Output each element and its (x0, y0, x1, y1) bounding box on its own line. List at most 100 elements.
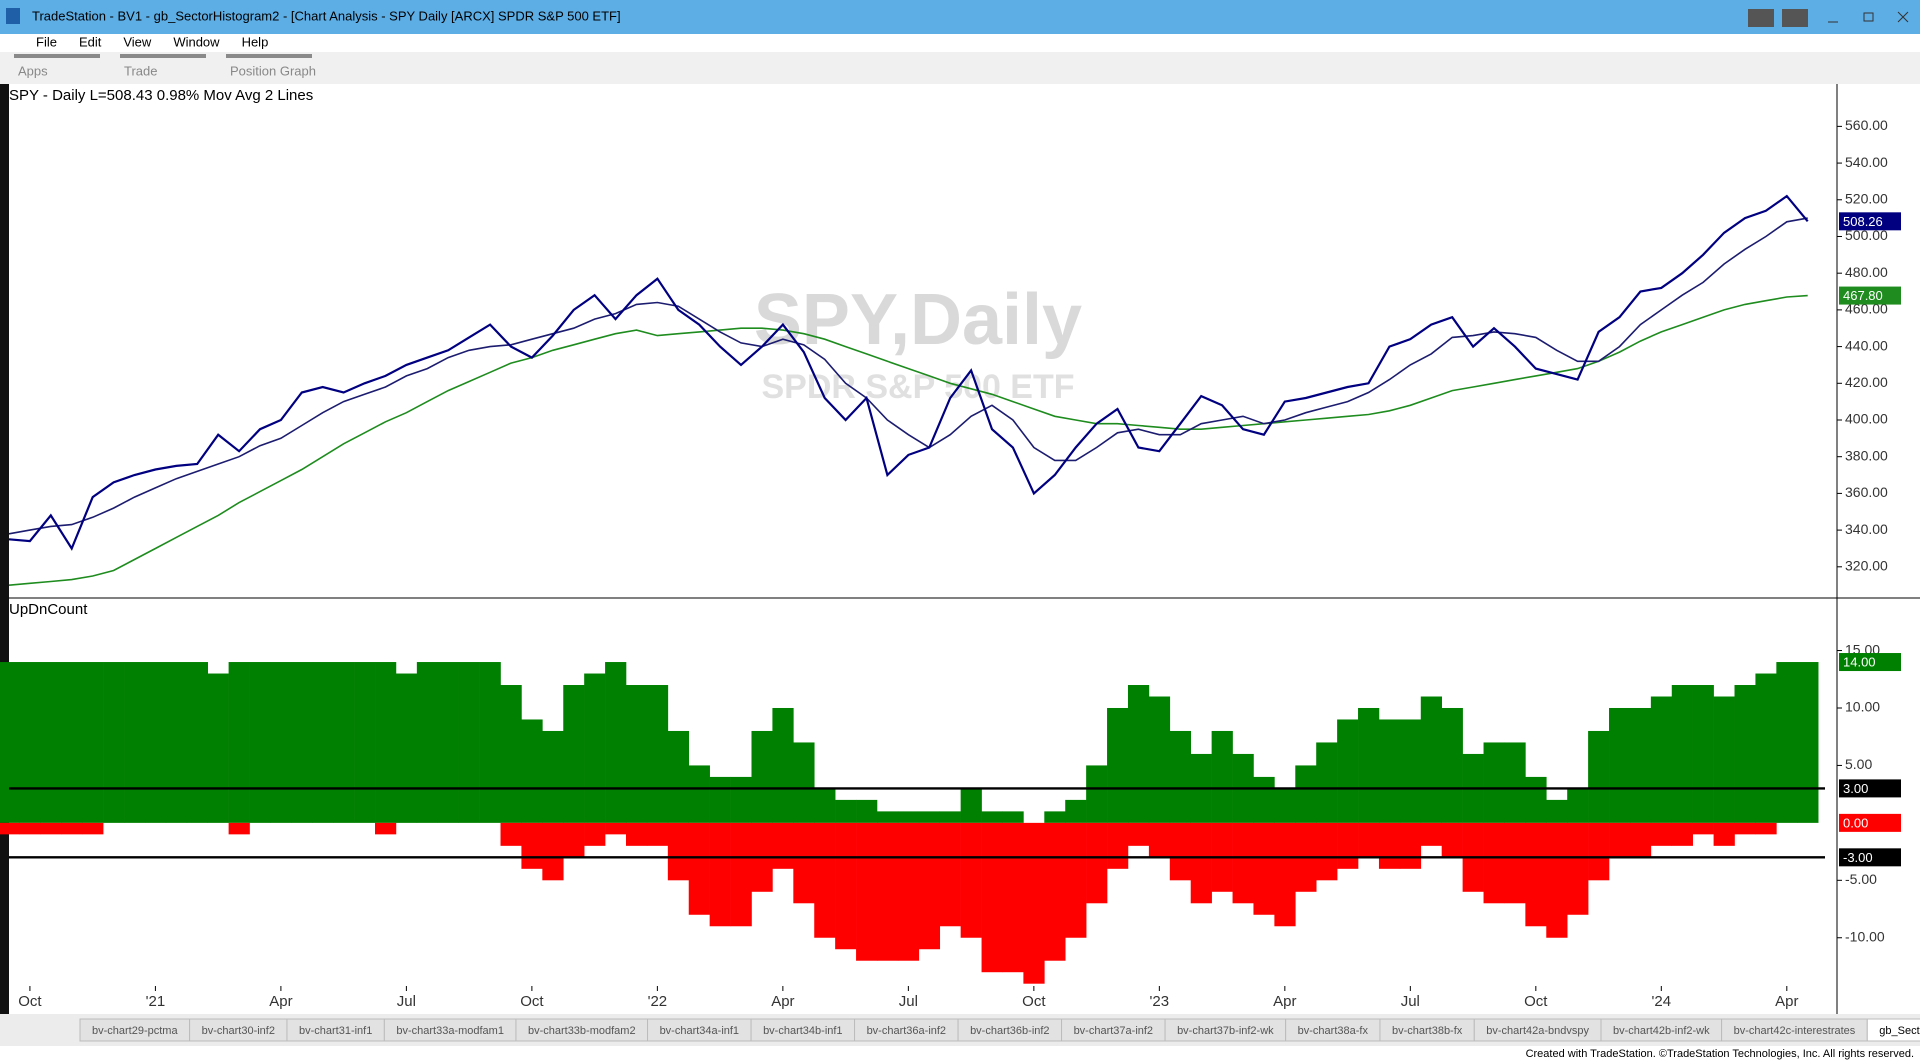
tab-label[interactable]: bv-chart36a-inf2 (867, 1025, 947, 1037)
menu-item[interactable]: View (123, 34, 152, 49)
tab-label[interactable]: bv-chart37b-inf2-wk (1177, 1025, 1274, 1037)
histogram-bar (876, 822, 899, 961)
x-tick-label: Apr (269, 993, 292, 1010)
histogram-bar (1002, 822, 1024, 973)
histogram-bar (1086, 765, 1108, 823)
histogram-bar (40, 822, 62, 835)
histogram-bar (291, 662, 313, 823)
histogram-bar (542, 822, 564, 881)
histogram-bar (1692, 822, 1714, 835)
histogram-bar (1253, 776, 1275, 823)
histogram-bar (1420, 822, 1443, 846)
tab-label[interactable]: bv-chart36b-inf2 (970, 1025, 1050, 1037)
histogram-bar (375, 822, 397, 835)
y-tick-label: 5.00 (1845, 756, 1872, 772)
histogram-bar (500, 685, 522, 823)
histogram-bar (1253, 822, 1275, 915)
histogram-bar (1399, 719, 1422, 823)
histogram-bar (1378, 719, 1401, 823)
histogram-bar (876, 811, 899, 823)
histogram-bar (1755, 673, 1777, 823)
histogram-bar (626, 685, 648, 823)
x-tick-label: '22 (648, 993, 668, 1010)
toolbar-grip (226, 54, 312, 58)
y-tick-label: 340.00 (1845, 521, 1888, 537)
restore[interactable] (1863, 12, 1874, 22)
histogram-bar (1755, 822, 1777, 835)
histogram-bar (1065, 799, 1087, 823)
reference-label: -3.00 (1843, 850, 1873, 865)
histogram-bar (0, 662, 20, 823)
histogram-bar (1295, 765, 1317, 823)
histogram-bar (1797, 662, 1819, 823)
i-button[interactable] (1782, 9, 1808, 27)
panel-title: UpDnCount (9, 601, 88, 618)
histogram-bar (1420, 696, 1443, 823)
histogram-bar (856, 799, 878, 823)
histogram-bar (1086, 822, 1108, 904)
close[interactable] (1897, 11, 1909, 23)
histogram-bar (1609, 822, 1631, 858)
tab-label[interactable]: gb_SectorHistogram (1879, 1025, 1920, 1037)
tab-label[interactable]: bv-chart29-pctma (92, 1025, 178, 1037)
tab-label[interactable]: bv-chart38a-fx (1298, 1025, 1369, 1037)
x-tick-label: Apr (1273, 993, 1296, 1010)
tab-label[interactable]: bv-chart37a-inf2 (1074, 1025, 1154, 1037)
tab-label[interactable]: bv-chart33a-modfam1 (396, 1025, 504, 1037)
histogram-bar (897, 811, 920, 823)
histogram-bar (1232, 822, 1254, 904)
y-tick-label: 460.00 (1845, 301, 1888, 317)
app-icon (6, 8, 20, 24)
histogram-bar (730, 822, 752, 927)
histogram-bar (667, 730, 690, 823)
histogram-bar (1776, 662, 1798, 823)
toolbar-item[interactable]: Position Graph (230, 63, 316, 78)
s-button[interactable] (1748, 9, 1774, 27)
tab-label[interactable]: bv-chart38b-fx (1392, 1025, 1463, 1037)
histogram-bar (1190, 822, 1212, 904)
histogram-bar (1169, 730, 1192, 823)
tab-label[interactable]: bv-chart31-inf1 (299, 1025, 372, 1037)
toolbar-item[interactable]: Apps (18, 63, 48, 78)
tab[interactable] (1866, 1018, 1920, 1042)
tab-label[interactable]: bv-chart34b-inf1 (763, 1025, 843, 1037)
histogram-bar (584, 673, 606, 823)
histogram-bar (1483, 822, 1505, 904)
x-tick-label: Apr (771, 993, 794, 1010)
tab-label[interactable]: bv-chart30-inf2 (202, 1025, 275, 1037)
histogram-bar (1588, 822, 1610, 881)
tab-label[interactable]: bv-chart34a-inf1 (660, 1025, 740, 1037)
histogram-bar (270, 662, 292, 823)
histogram-bar (103, 662, 125, 823)
x-tick-label: Oct (1524, 993, 1548, 1010)
tab-label[interactable]: bv-chart42c-interestrates (1734, 1025, 1856, 1037)
menu-item[interactable]: File (36, 34, 57, 49)
histogram-bar (1713, 822, 1735, 846)
y-tick-label: 560.00 (1845, 117, 1888, 133)
menu-item[interactable]: Edit (79, 34, 102, 49)
histogram-bar (1567, 788, 1589, 823)
toolbar-item[interactable]: Trade (124, 63, 157, 78)
histogram-bar (667, 822, 690, 881)
histogram-bar (0, 822, 20, 835)
menu-item[interactable]: Help (242, 34, 269, 49)
tab-label[interactable]: bv-chart42a-bndvspy (1486, 1025, 1589, 1037)
histogram-bar (897, 822, 920, 961)
tab-label[interactable]: bv-chart42b-inf2-wk (1613, 1025, 1710, 1037)
reference-label-box (1839, 779, 1901, 798)
tab-label[interactable]: bv-chart33b-modfam2 (528, 1025, 636, 1037)
histogram-bar (1525, 776, 1547, 823)
menu-bar (0, 34, 1920, 52)
watermark: SPY,Daily (754, 280, 1082, 360)
histogram-bar (1044, 822, 1066, 961)
histogram-bar (333, 662, 355, 823)
histogram-bar (1713, 696, 1735, 823)
histogram-bar (1629, 707, 1652, 823)
menu-item[interactable]: Window (173, 34, 220, 49)
histogram-bar (1148, 696, 1171, 823)
histogram-bar (186, 662, 208, 823)
histogram-bar (1399, 822, 1422, 869)
histogram-bar (249, 662, 271, 823)
histogram-bar (144, 662, 167, 823)
